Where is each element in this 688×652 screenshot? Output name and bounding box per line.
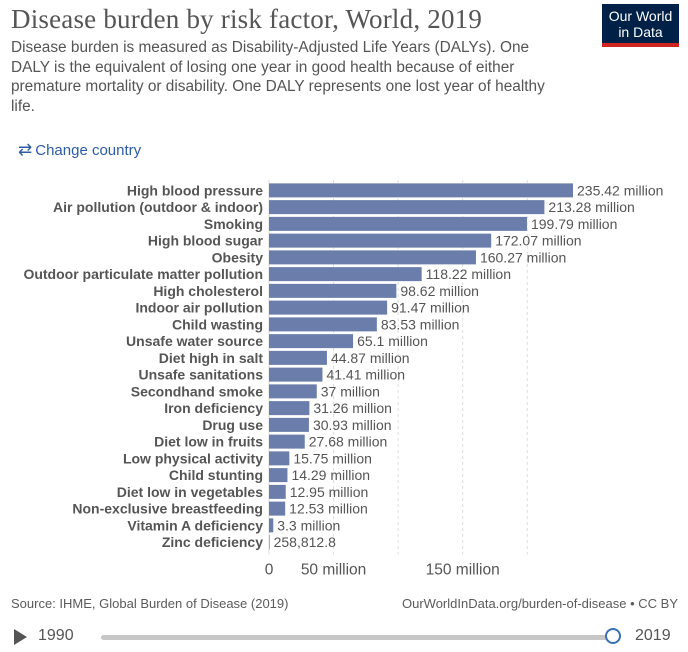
- value-label: 83.53 million: [381, 316, 460, 332]
- value-label: 199.79 million: [531, 216, 617, 232]
- value-label: 258,812.8: [274, 534, 336, 550]
- category-label: High blood pressure: [127, 182, 263, 198]
- change-country-label: Change country: [35, 142, 142, 159]
- bar[interactable]: [269, 451, 290, 466]
- x-tick-label: 0: [265, 562, 274, 579]
- x-tick-label: 50 million: [301, 562, 366, 579]
- bar[interactable]: [269, 283, 397, 298]
- bar[interactable]: [269, 484, 286, 499]
- value-label: 14.29 million: [291, 467, 370, 483]
- category-label: Vitamin A deficiency: [127, 517, 263, 533]
- bar[interactable]: [269, 334, 354, 349]
- x-tick-label: 150 million: [426, 562, 500, 579]
- category-label: Unsafe water source: [126, 333, 263, 349]
- category-label: Child wasting: [172, 316, 263, 332]
- bar[interactable]: [269, 384, 317, 399]
- category-label: Unsafe sanitations: [139, 367, 264, 383]
- category-label: Obesity: [212, 249, 264, 265]
- category-label: High cholesterol: [153, 283, 263, 299]
- credit-link[interactable]: OurWorldInData.org/burden-of-disease • C…: [402, 596, 678, 611]
- timeline-track[interactable]: [101, 635, 615, 640]
- value-label: 160.27 million: [480, 249, 566, 265]
- value-label: 3.3 million: [277, 517, 340, 533]
- bar[interactable]: [269, 518, 274, 533]
- logo-accent-bar: [602, 43, 679, 47]
- play-icon[interactable]: [14, 629, 27, 645]
- category-label: Diet low in fruits: [154, 434, 263, 450]
- value-label: 15.75 million: [293, 450, 372, 466]
- bar[interactable]: [269, 216, 527, 231]
- value-label: 118.22 million: [426, 266, 511, 282]
- category-label: Non-exclusive breastfeeding: [72, 501, 263, 517]
- timeline-handle[interactable]: [605, 628, 621, 644]
- category-label: Indoor air pollution: [135, 300, 263, 316]
- bar[interactable]: [269, 300, 388, 315]
- bar[interactable]: [269, 267, 422, 282]
- category-label: Air pollution (outdoor & indoor): [53, 199, 263, 215]
- value-label: 235.42 million: [577, 182, 663, 198]
- value-label: 27.68 million: [309, 434, 388, 450]
- bar[interactable]: [269, 367, 323, 382]
- bar[interactable]: [269, 317, 377, 332]
- source-note: Source: IHME, Global Burden of Disease (…: [11, 596, 289, 611]
- category-label: Zinc deficiency: [162, 534, 263, 550]
- bar[interactable]: [269, 183, 573, 198]
- timeline-end-year: 2019: [635, 627, 671, 644]
- value-label: 30.93 million: [313, 417, 392, 433]
- chart-subtitle: Disease burden is measured as Disability…: [11, 39, 545, 115]
- value-label: 31.26 million: [313, 400, 392, 416]
- category-label: Iron deficiency: [164, 400, 263, 416]
- change-country-button[interactable]: ⇄ Change country: [18, 140, 141, 160]
- timeline: 1990 2019: [0, 622, 688, 652]
- bar[interactable]: [269, 468, 288, 483]
- value-label: 65.1 million: [357, 333, 428, 349]
- logo-line-2: in Data: [618, 24, 663, 40]
- bar[interactable]: [269, 401, 310, 416]
- category-label: Child stunting: [169, 467, 263, 483]
- bar[interactable]: [269, 350, 327, 365]
- category-label: Low physical activity: [123, 450, 263, 466]
- bar[interactable]: [269, 434, 305, 449]
- bar[interactable]: [269, 233, 492, 248]
- value-label: 213.28 million: [548, 199, 634, 215]
- bar[interactable]: [269, 535, 270, 550]
- value-label: 37 million: [321, 383, 380, 399]
- category-label: Diet high in salt: [159, 350, 264, 366]
- owid-logo[interactable]: Our World in Data: [602, 4, 679, 47]
- bar[interactable]: [269, 250, 476, 265]
- category-label: Smoking: [204, 216, 263, 232]
- bar[interactable]: [269, 501, 286, 516]
- value-label: 12.53 million: [289, 501, 368, 517]
- value-label: 172.07 million: [495, 233, 581, 249]
- value-label: 91.47 million: [391, 300, 470, 316]
- category-label: Drug use: [202, 417, 263, 433]
- logo-line-1: Our World: [608, 8, 673, 24]
- value-label: 12.95 million: [290, 484, 369, 500]
- value-label: 44.87 million: [331, 350, 410, 366]
- swap-arrows-icon: ⇄: [18, 140, 33, 159]
- category-label: Outdoor particulate matter pollution: [23, 266, 263, 282]
- bar[interactable]: [269, 200, 545, 215]
- bar-chart: High blood pressure 235.42 million Air pol…: [23, 180, 663, 579]
- category-label: Diet low in vegetables: [117, 484, 263, 500]
- category-label: Secondhand smoke: [131, 383, 263, 399]
- timeline-start-year: 1990: [38, 627, 74, 644]
- value-label: 41.41 million: [326, 367, 405, 383]
- chart-title: Disease burden by risk factor, World, 20…: [11, 4, 483, 34]
- value-label: 98.62 million: [400, 283, 479, 299]
- bar[interactable]: [269, 417, 309, 432]
- category-label: High blood sugar: [148, 233, 264, 249]
